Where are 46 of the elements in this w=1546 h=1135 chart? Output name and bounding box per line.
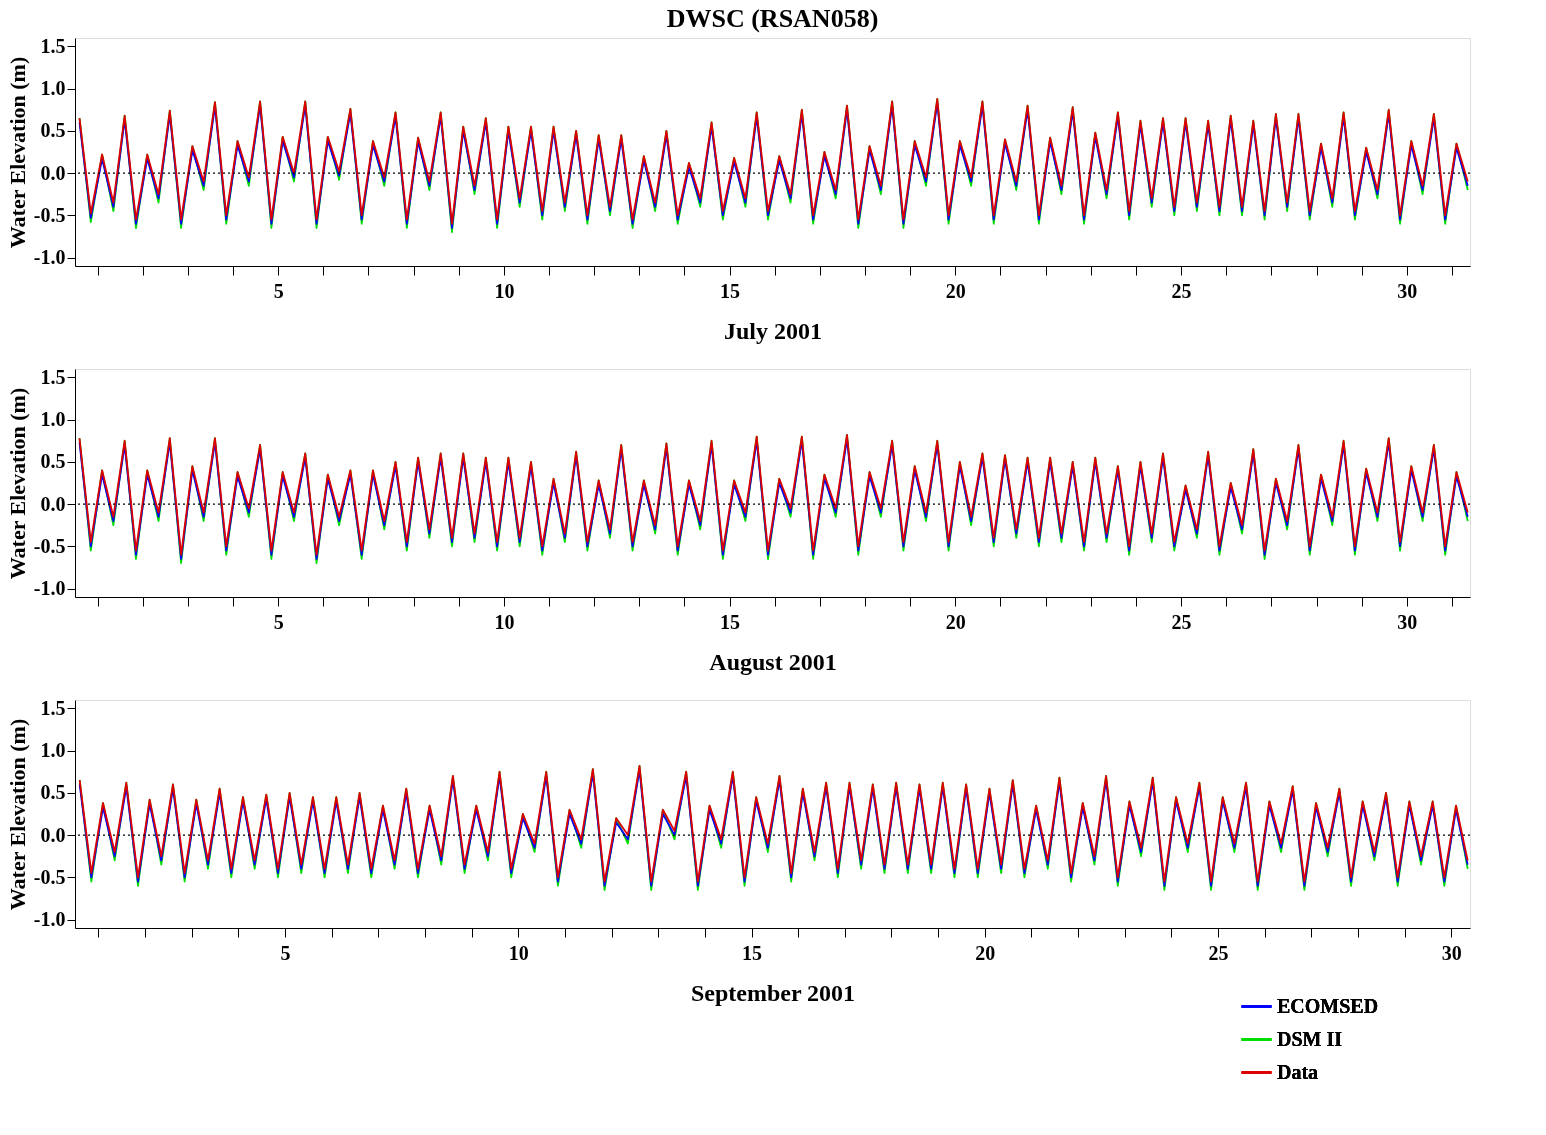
x-tick-label: 25	[1171, 279, 1192, 302]
y-tick-label: -1.0	[33, 246, 66, 269]
y-axis-title: Water Elevation (m)	[4, 718, 30, 911]
legend-label: DSM II	[1277, 1027, 1343, 1050]
y-tick-label: 1.0	[40, 408, 66, 431]
x-tick-label: 10	[508, 941, 529, 964]
y-tick-label: -0.5	[33, 203, 66, 226]
x-tick-label: 30	[1397, 610, 1418, 633]
y-tick-label: 0.5	[40, 119, 66, 142]
x-tick-label: 20	[975, 941, 996, 964]
x-tick-label: 20	[945, 610, 966, 633]
x-tick-label: 15	[720, 279, 741, 302]
y-tick-label: 0.5	[40, 781, 66, 804]
x-tick-label: 5	[273, 279, 284, 302]
legend-label: Data	[1277, 1060, 1319, 1083]
legend-label: ECOMSED	[1277, 994, 1379, 1017]
y-tick-label: 0.0	[40, 161, 66, 184]
y-tick-label: 1.5	[40, 365, 66, 388]
x-axis-title: July 2001	[723, 317, 823, 344]
x-tick-label: 15	[720, 610, 741, 633]
y-tick-label: 1.5	[40, 34, 66, 57]
y-axis-title: Water Elevation (m)	[4, 387, 30, 580]
y-axis-title: Water Elevation (m)	[4, 56, 30, 249]
x-tick-label: 30	[1441, 941, 1462, 964]
x-tick-label: 10	[494, 610, 515, 633]
y-tick-label: -1.0	[33, 577, 66, 600]
chart-title: DWSC (RSAN058)	[666, 4, 879, 34]
x-tick-label: 15	[742, 941, 763, 964]
x-axis-title: September 2001	[690, 979, 856, 1006]
x-tick-label: 5	[280, 941, 291, 964]
y-tick-label: -0.5	[33, 865, 66, 888]
y-tick-label: 1.0	[40, 739, 66, 762]
y-tick-label: 0.5	[40, 450, 66, 473]
x-tick-label: 20	[945, 279, 966, 302]
y-tick-label: -1.0	[33, 908, 66, 931]
x-tick-label: 5	[273, 610, 284, 633]
y-tick-label: 0.0	[40, 823, 66, 846]
y-tick-label: 1.0	[40, 77, 66, 100]
y-tick-label: 1.5	[40, 696, 66, 719]
y-tick-label: -0.5	[33, 534, 66, 557]
x-tick-label: 25	[1171, 610, 1192, 633]
x-axis-title: August 2001	[709, 648, 837, 675]
y-tick-label: 0.0	[40, 492, 66, 515]
x-tick-label: 25	[1208, 941, 1229, 964]
x-tick-label: 30	[1397, 279, 1418, 302]
x-tick-label: 10	[494, 279, 515, 302]
